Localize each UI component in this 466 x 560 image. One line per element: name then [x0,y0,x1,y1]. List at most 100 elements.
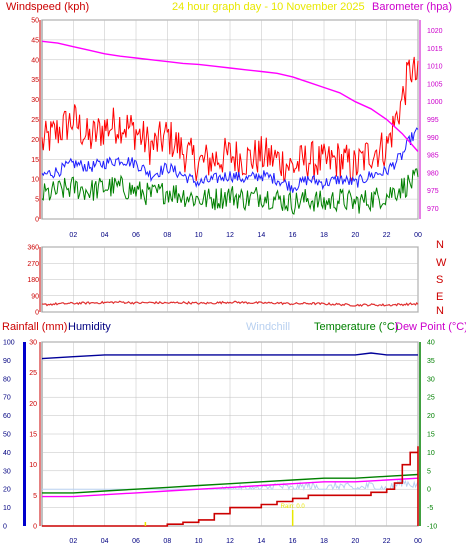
hour-tick-label: 14 [257,232,265,239]
rainfall-tick-label: 15 [29,432,37,439]
windchill-series [42,478,419,492]
direction-tick-label: 90 [31,293,39,300]
windspeed-tick-label: 30 [31,97,39,104]
temperature-tick-label: -5 [427,505,433,512]
hour-tick-label-bottom: 16 [289,538,297,545]
humidity-tick-label: 10 [3,505,11,512]
barometer-tick-label: 990 [427,135,439,142]
barometer-tick-label: 980 [427,170,439,177]
temperature-tick-label: 5 [427,468,431,475]
wind-min-series [41,168,419,215]
humidity-tick-label: 50 [3,432,11,439]
hour-tick-label: 08 [163,232,171,239]
barometer-series [41,40,419,152]
rainfall-tick-label: 5 [33,493,37,500]
temperature-tick-label: 15 [427,432,435,439]
rainfall-series [42,446,419,527]
direction-tick-label: 360 [27,245,39,252]
barometer-tick-label: 975 [427,188,439,195]
barometer-tick-label: 1005 [427,81,443,88]
hour-tick-label-bottom: 02 [69,538,77,545]
direction-tick-label: 0 [35,310,39,317]
windchill-title: Windchill [246,321,290,333]
humidity-tick-label: 90 [3,358,11,365]
direction-label-n2: N [436,305,444,317]
temperature-tick-label: -10 [427,524,437,531]
wind-direction-series [41,300,419,307]
windspeed-tick-label: 50 [31,18,39,25]
humidity-tick-label: 100 [3,340,15,347]
dewpoint-series [42,477,419,498]
hour-tick-label: 12 [226,232,234,239]
humidity-tick-label: 0 [3,524,7,531]
direction-label-s: S [436,274,443,286]
wind-barometer-panel: 0510152025303540455097097598098599099510… [31,18,442,240]
windspeed-tick-label: 25 [31,117,39,124]
temperature-tick-label: 10 [427,450,435,457]
barometer-tick-label: 1010 [427,64,443,71]
hour-tick-label-bottom: 10 [195,538,203,545]
windspeed-tick-label: 5 [35,197,39,204]
humidity-title: Humidity [68,321,111,333]
rainfall-tick-label: 30 [29,340,37,347]
hour-tick-label: 02 [69,232,77,239]
direction-label-w: W [436,257,447,269]
hour-tick-label-bottom: 18 [320,538,328,545]
windspeed-title: Windspeed (kph) [6,1,89,13]
rainfall-tick-label: 10 [29,462,37,469]
humidity-tick-label: 40 [3,450,11,457]
rain-temperature-panel: -10-505101520253035400102030405060708090… [3,340,437,546]
windspeed-tick-label: 15 [31,157,39,164]
hour-tick-label-bottom: 06 [132,538,140,545]
direction-label-n: N [436,239,444,251]
wind-direction-panel: 0 90 180 270 360 [27,245,419,317]
windspeed-tick-label: 0 [35,217,39,224]
wind-gust-series [41,56,419,182]
barometer-tick-label: 985 [427,153,439,160]
hour-tick-label: 20 [351,232,359,239]
windspeed-tick-label: 20 [31,137,39,144]
hour-tick-label: 06 [132,232,140,239]
barometer-tick-label: 995 [427,117,439,124]
windspeed-tick-label: 10 [31,177,39,184]
rainfall-tick-label: 20 [29,401,37,408]
temperature-tick-label: 25 [427,395,435,402]
hour-tick-label-bottom: 14 [257,538,265,545]
hour-tick-label-bottom: 20 [351,538,359,545]
temperature-tick-label: 20 [427,413,435,420]
direction-tick-label: 180 [27,277,39,284]
windspeed-tick-label: 45 [31,37,39,44]
temperature-tick-label: 0 [427,487,431,494]
temperature-title: Temperature (°C) [314,321,398,333]
humidity-axis-bar [23,342,26,526]
hour-tick-label: 16 [289,232,297,239]
rainfall-tick-label: 25 [29,370,37,377]
hour-tick-label: 18 [320,232,328,239]
hour-tick-label: 04 [101,232,109,239]
rainfall-tick-label: 0 [33,524,37,531]
temperature-series [42,473,419,494]
barometer-title: Barometer (hpa) [372,1,452,13]
humidity-tick-label: 60 [3,413,11,420]
humidity-series [41,352,418,360]
humidity-tick-label: 80 [3,376,11,383]
hour-tick-label-bottom: 00 [414,538,422,545]
hour-tick-label-bottom: 22 [383,538,391,545]
humidity-tick-label: 20 [3,487,11,494]
humidity-tick-label: 30 [3,468,11,475]
hour-tick-label: 22 [383,232,391,239]
hour-tick-label: 10 [195,232,203,239]
temperature-tick-label: 30 [427,376,435,383]
windspeed-tick-label: 40 [31,57,39,64]
rainfall-title: Rainfall (mm) [2,321,67,333]
temperature-tick-label: 40 [427,340,435,347]
direction-label-e: E [436,291,443,303]
barometer-tick-label: 1020 [427,28,443,35]
hour-tick-label: 00 [414,232,422,239]
temperature-tick-label: 35 [427,358,435,365]
hour-tick-label-bottom: 04 [101,538,109,545]
hour-tick-label-bottom: 08 [163,538,171,545]
dewpoint-title: Dew Point (°C) [395,321,466,333]
